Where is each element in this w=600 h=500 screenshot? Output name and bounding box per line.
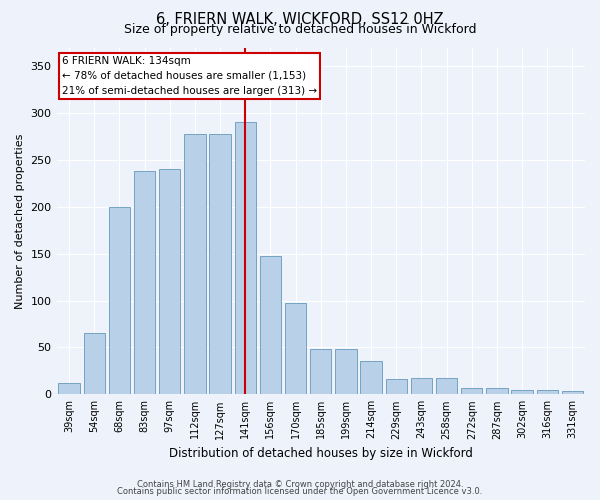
Bar [285,304,307,394]
Bar [411,378,432,394]
Bar [511,390,533,394]
Bar [310,350,331,395]
Bar [235,122,256,394]
Bar [209,134,231,394]
Bar [83,334,105,394]
Text: 6 FRIERN WALK: 134sqm
← 78% of detached houses are smaller (1,153)
21% of semi-d: 6 FRIERN WALK: 134sqm ← 78% of detached … [62,56,317,96]
Bar [159,170,181,394]
Text: Contains HM Land Registry data © Crown copyright and database right 2024.: Contains HM Land Registry data © Crown c… [137,480,463,489]
Bar [260,256,281,394]
Bar [436,378,457,394]
Text: 6, FRIERN WALK, WICKFORD, SS12 0HZ: 6, FRIERN WALK, WICKFORD, SS12 0HZ [156,12,444,28]
Bar [335,350,356,395]
Text: Size of property relative to detached houses in Wickford: Size of property relative to detached ho… [124,22,476,36]
Bar [386,380,407,394]
Bar [109,207,130,394]
Bar [536,390,558,394]
Bar [58,383,80,394]
Bar [486,388,508,394]
Bar [134,171,155,394]
Bar [184,134,206,394]
X-axis label: Distribution of detached houses by size in Wickford: Distribution of detached houses by size … [169,447,473,460]
Y-axis label: Number of detached properties: Number of detached properties [15,133,25,308]
Bar [361,362,382,394]
Bar [562,390,583,394]
Text: Contains public sector information licensed under the Open Government Licence v3: Contains public sector information licen… [118,487,482,496]
Bar [461,388,482,394]
